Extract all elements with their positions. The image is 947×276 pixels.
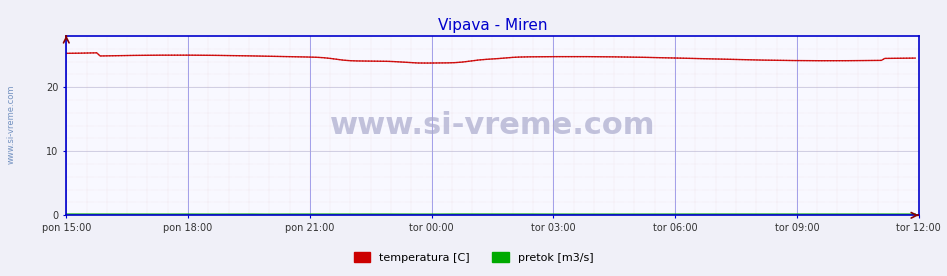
Legend: temperatura [C], pretok [m3/s]: temperatura [C], pretok [m3/s] xyxy=(349,248,598,268)
Text: www.si-vreme.com: www.si-vreme.com xyxy=(330,111,655,140)
Text: www.si-vreme.com: www.si-vreme.com xyxy=(7,84,16,164)
Title: Vipava - Miren: Vipava - Miren xyxy=(438,18,547,33)
